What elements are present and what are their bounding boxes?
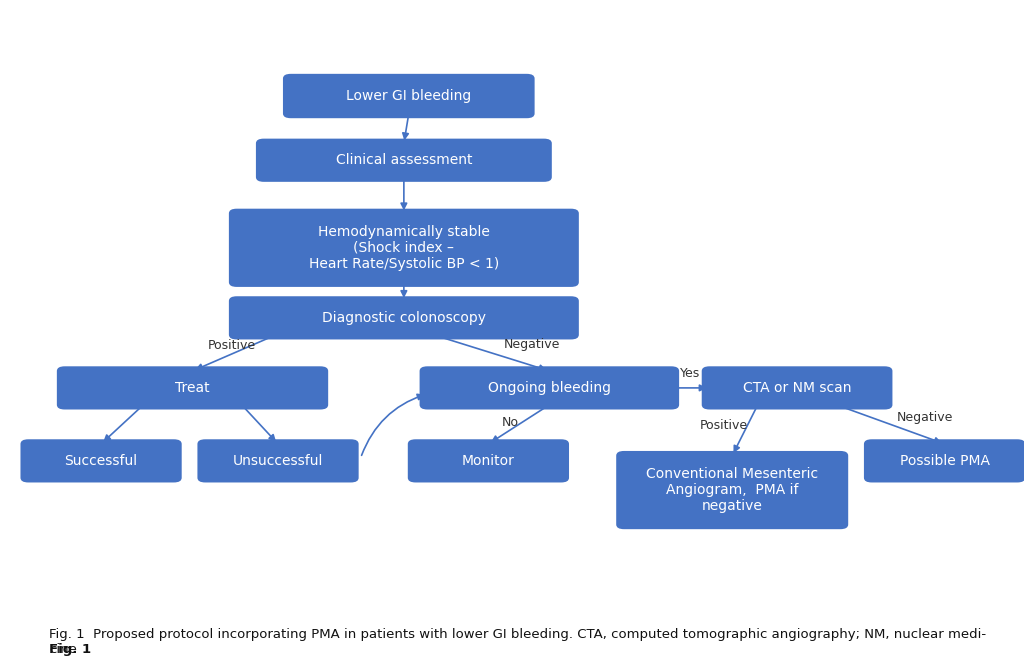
Text: Hemodynamically stable
(Shock index –
Heart Rate/Systolic BP < 1): Hemodynamically stable (Shock index – He… bbox=[309, 225, 499, 271]
Text: Treat: Treat bbox=[175, 381, 210, 395]
Text: Negative: Negative bbox=[897, 411, 953, 424]
FancyBboxPatch shape bbox=[229, 297, 579, 340]
FancyBboxPatch shape bbox=[616, 451, 848, 529]
FancyBboxPatch shape bbox=[57, 366, 328, 409]
Text: Lower GI bleeding: Lower GI bleeding bbox=[346, 89, 471, 103]
FancyBboxPatch shape bbox=[229, 209, 579, 287]
FancyBboxPatch shape bbox=[20, 440, 181, 482]
Text: Monitor: Monitor bbox=[462, 454, 515, 468]
Text: Possible PMA: Possible PMA bbox=[899, 454, 989, 468]
Text: Ongoing bleeding: Ongoing bleeding bbox=[487, 381, 611, 395]
Text: CTA or NM scan: CTA or NM scan bbox=[742, 381, 851, 395]
FancyBboxPatch shape bbox=[256, 139, 552, 182]
FancyBboxPatch shape bbox=[283, 74, 535, 118]
FancyBboxPatch shape bbox=[864, 440, 1024, 482]
Text: Conventional Mesenteric
Angiogram,  PMA if
negative: Conventional Mesenteric Angiogram, PMA i… bbox=[646, 467, 818, 513]
Text: No: No bbox=[502, 416, 518, 429]
Text: Unsuccessful: Unsuccessful bbox=[232, 454, 324, 468]
Text: Fig. 1: Fig. 1 bbox=[49, 643, 91, 656]
Text: Clinical assessment: Clinical assessment bbox=[336, 153, 472, 167]
FancyBboxPatch shape bbox=[420, 366, 679, 409]
FancyBboxPatch shape bbox=[408, 440, 569, 482]
Text: Fig. 1  Proposed protocol incorporating PMA in patients with lower GI bleeding. : Fig. 1 Proposed protocol incorporating P… bbox=[49, 628, 986, 656]
FancyBboxPatch shape bbox=[198, 440, 358, 482]
Text: Successful: Successful bbox=[65, 454, 137, 468]
Text: Positive: Positive bbox=[699, 419, 748, 431]
Text: Diagnostic colonoscopy: Diagnostic colonoscopy bbox=[322, 311, 485, 325]
Text: Negative: Negative bbox=[504, 338, 560, 351]
Text: Positive: Positive bbox=[208, 339, 256, 352]
FancyBboxPatch shape bbox=[701, 366, 893, 409]
Text: Yes: Yes bbox=[680, 367, 700, 380]
